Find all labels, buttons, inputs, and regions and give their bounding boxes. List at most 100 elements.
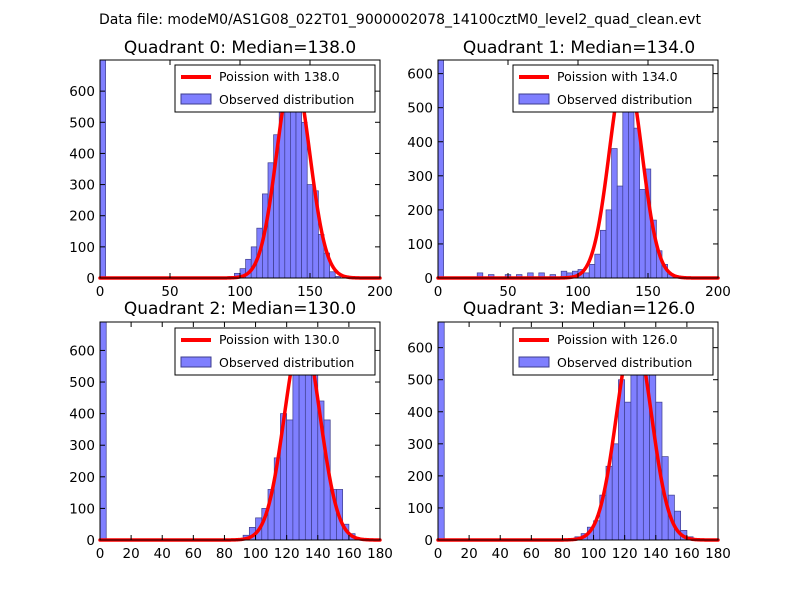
- legend-bar-label: Observed distribution: [219, 92, 354, 107]
- axes-frame: [99, 321, 381, 541]
- y-tick-label: 400: [69, 407, 95, 423]
- legend-curve-label: Poission with 126.0: [557, 332, 678, 347]
- x-tick-label: 180: [367, 546, 393, 562]
- y-tick-label: 500: [407, 373, 433, 389]
- y-tick-label: 0: [424, 271, 433, 287]
- y-tick-label: 0: [86, 271, 95, 287]
- x-tick-label: 0: [96, 546, 105, 562]
- histogram-bar: [286, 419, 294, 541]
- x-tick-label: 50: [499, 284, 516, 300]
- y-tick-label: 200: [407, 203, 433, 219]
- histogram-bar: [437, 59, 444, 279]
- x-tick-label: 100: [565, 284, 591, 300]
- histogram-bar: [99, 59, 106, 279]
- x-tick-label: 100: [227, 284, 253, 300]
- x-tick-label: 160: [674, 546, 700, 562]
- histogram-bar: [583, 272, 590, 279]
- histogram-bar: [633, 127, 640, 279]
- chart-legend: Poission with 138.0 Observed distributio…: [174, 64, 376, 113]
- y-tick-label: 200: [69, 470, 95, 486]
- histogram-bar: [301, 121, 308, 279]
- chart-quadrant-2: Quadrant 2: Median=130.0 0 20 40 60 80 100 120…: [69, 299, 393, 562]
- histogram-bar: [600, 229, 607, 279]
- histogram-bar: [624, 401, 632, 541]
- histogram-bar: [295, 90, 302, 279]
- y-tick-label: 600: [69, 84, 95, 100]
- x-tick-label: 140: [643, 546, 669, 562]
- chart-title: Quadrant 2: Median=130.0: [124, 299, 356, 319]
- plot-area: 0 20 40 60 80 100 120 140 160 180 0 100 200 300 400 500…: [407, 321, 731, 562]
- x-tick-label: 0: [434, 284, 443, 300]
- x-tick-label: 100: [581, 546, 607, 562]
- histogram-bar: [605, 209, 612, 279]
- x-tick-label: 150: [297, 284, 323, 300]
- y-tick-label: 0: [86, 533, 95, 549]
- x-tick-label: 150: [635, 284, 661, 300]
- x-tick-label: 60: [185, 546, 202, 562]
- x-tick-label: 60: [523, 546, 540, 562]
- legend-bar-swatch: [180, 93, 212, 105]
- x-tick-label: 50: [161, 284, 178, 300]
- x-tick-label: 180: [705, 546, 731, 562]
- y-tick-label: 600: [69, 343, 95, 359]
- legend-bar-swatch: [180, 356, 212, 368]
- chart-title: Quadrant 3: Median=126.0: [463, 299, 695, 319]
- y-tick-label: 400: [407, 405, 433, 421]
- x-tick-label: 20: [461, 546, 478, 562]
- legend-bar-label: Observed distribution: [557, 92, 692, 107]
- x-tick-label: 140: [305, 546, 331, 562]
- histogram-bar: [611, 443, 619, 541]
- x-tick-label: 0: [96, 284, 105, 300]
- chart-legend: Poission with 130.0 Observed distributio…: [174, 327, 376, 376]
- chart-title: Quadrant 0: Median=138.0: [124, 38, 356, 58]
- legend-bar-swatch: [518, 93, 550, 105]
- y-tick-label: 600: [407, 67, 433, 83]
- x-tick-label: 100: [243, 546, 269, 562]
- x-tick-label: 20: [123, 546, 140, 562]
- plot-area: 0 20 40 60 80 100 120 140 160 180 0 100 200 300 400 500…: [69, 321, 393, 562]
- histogram-bar: [284, 90, 291, 279]
- y-tick-label: 400: [407, 135, 433, 151]
- y-tick-label: 300: [69, 438, 95, 454]
- chart-legend: Poission with 134.0 Observed distributio…: [512, 64, 714, 113]
- x-tick-label: 120: [274, 546, 300, 562]
- plot-area: 0 50 100 150 200 0 100 200 300 400 500 600: [407, 59, 731, 300]
- x-tick-label: 40: [154, 546, 171, 562]
- histogram-bar: [329, 271, 336, 279]
- figure-suptitle: Data file: modeM0/AS1G08_022T01_90000020…: [99, 12, 701, 28]
- y-tick-label: 300: [407, 437, 433, 453]
- histogram-bar: [649, 366, 657, 541]
- y-tick-label: 0: [424, 533, 433, 549]
- x-tick-label: 80: [216, 546, 233, 562]
- y-tick-label: 100: [407, 237, 433, 253]
- y-tick-label: 500: [69, 115, 95, 131]
- histogram-bar: [616, 185, 624, 279]
- chart-title: Quadrant 1: Median=134.0: [463, 38, 695, 58]
- histogram-bar: [437, 321, 445, 541]
- y-tick-label: 100: [69, 501, 95, 517]
- y-tick-label: 100: [69, 240, 95, 256]
- y-tick-label: 500: [69, 375, 95, 391]
- chart-quadrant-3: Quadrant 3: Median=126.0 0 20 40 60 80 100 120…: [407, 299, 731, 562]
- chart-legend: Poission with 126.0 Observed distributio…: [512, 327, 714, 376]
- y-tick-label: 400: [69, 146, 95, 162]
- y-tick-label: 600: [407, 341, 433, 357]
- legend-curve-label: Poission with 130.0: [219, 332, 340, 347]
- y-tick-label: 500: [407, 101, 433, 117]
- axes-frame: [437, 321, 719, 541]
- x-tick-label: 200: [367, 284, 393, 300]
- histogram-bar: [639, 189, 646, 279]
- x-tick-label: 80: [554, 546, 571, 562]
- y-tick-label: 100: [407, 501, 433, 517]
- histogram-bar: [588, 264, 596, 279]
- x-tick-label: 40: [492, 546, 509, 562]
- histogram-bar: [622, 107, 629, 279]
- histogram-bar: [99, 321, 107, 541]
- chart-quadrant-1: Quadrant 1: Median=134.0 0 50 100 150 200 0 10…: [407, 38, 731, 300]
- y-tick-label: 200: [407, 469, 433, 485]
- x-tick-label: 0: [434, 546, 443, 562]
- x-tick-label: 160: [336, 546, 362, 562]
- legend-bar-label: Observed distribution: [219, 355, 354, 370]
- y-tick-label: 300: [69, 178, 95, 194]
